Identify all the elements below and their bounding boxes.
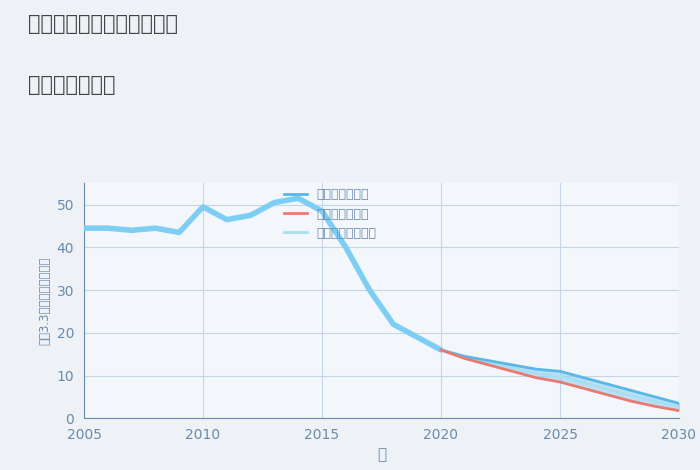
Y-axis label: 坪（3.3㎡）単価（万円）: 坪（3.3㎡）単価（万円） [38, 257, 51, 345]
Text: 土地の価格推移: 土地の価格推移 [28, 75, 116, 95]
X-axis label: 年: 年 [377, 447, 386, 462]
Text: 三重県伊勢市御薗町長屋の: 三重県伊勢市御薗町長屋の [28, 14, 178, 34]
Legend: グッドシナリオ, バッドシナリオ, ノーマルシナリオ: グッドシナリオ, バッドシナリオ, ノーマルシナリオ [279, 183, 382, 245]
